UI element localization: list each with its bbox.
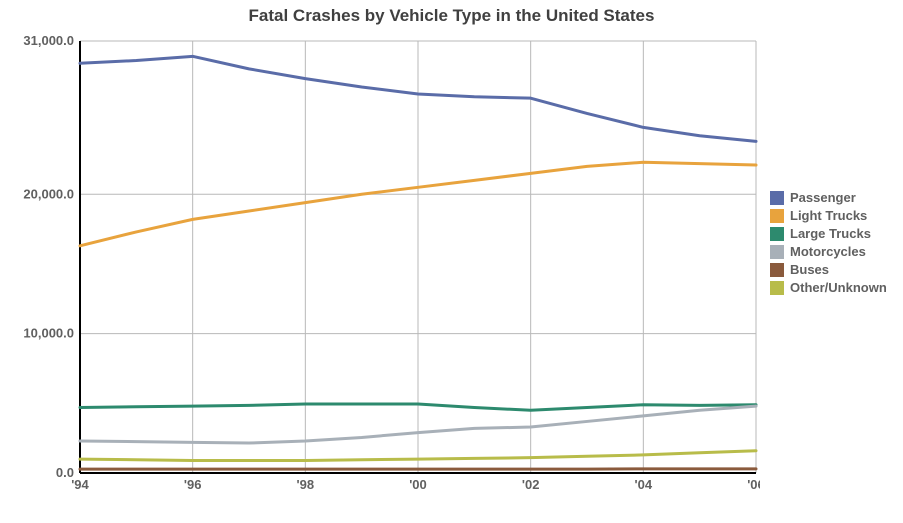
legend-label: Large Trucks [790, 226, 871, 241]
chart-legend: Passenger Light Trucks Large Trucks Motorcy… [770, 190, 887, 298]
legend-label: Motorcycles [790, 244, 866, 259]
legend-item: Motorcycles [770, 244, 887, 259]
y-tick-label: 31,000.0 [23, 35, 74, 48]
legend-label: Other/Unknown [790, 280, 887, 295]
legend-swatch [770, 263, 784, 277]
chart-title: Fatal Crashes by Vehicle Type in the Uni… [0, 6, 903, 26]
x-tick-label: '04 [635, 477, 653, 492]
chart-container: Fatal Crashes by Vehicle Type in the Uni… [0, 0, 903, 523]
legend-swatch [770, 227, 784, 241]
legend-item: Light Trucks [770, 208, 887, 223]
x-tick-label: '98 [297, 477, 315, 492]
x-tick-label: '06 [747, 477, 760, 492]
y-tick-label: 10,000.0 [23, 326, 74, 341]
legend-item: Buses [770, 262, 887, 277]
y-tick-label: 0.0 [56, 465, 74, 480]
legend-swatch [770, 281, 784, 295]
legend-label: Light Trucks [790, 208, 867, 223]
x-tick-label: '00 [409, 477, 427, 492]
x-tick-label: '96 [184, 477, 202, 492]
legend-item: Passenger [770, 190, 887, 205]
legend-item: Other/Unknown [770, 280, 887, 295]
legend-item: Large Trucks [770, 226, 887, 241]
legend-label: Passenger [790, 190, 856, 205]
y-tick-label: 20,000.0 [23, 186, 74, 201]
legend-swatch [770, 191, 784, 205]
chart-plot: '94'96'98'00'02'04'060.010,000.020,000.0… [10, 35, 760, 495]
x-tick-label: '02 [522, 477, 540, 492]
legend-swatch [770, 245, 784, 259]
legend-swatch [770, 209, 784, 223]
legend-label: Buses [790, 262, 829, 277]
